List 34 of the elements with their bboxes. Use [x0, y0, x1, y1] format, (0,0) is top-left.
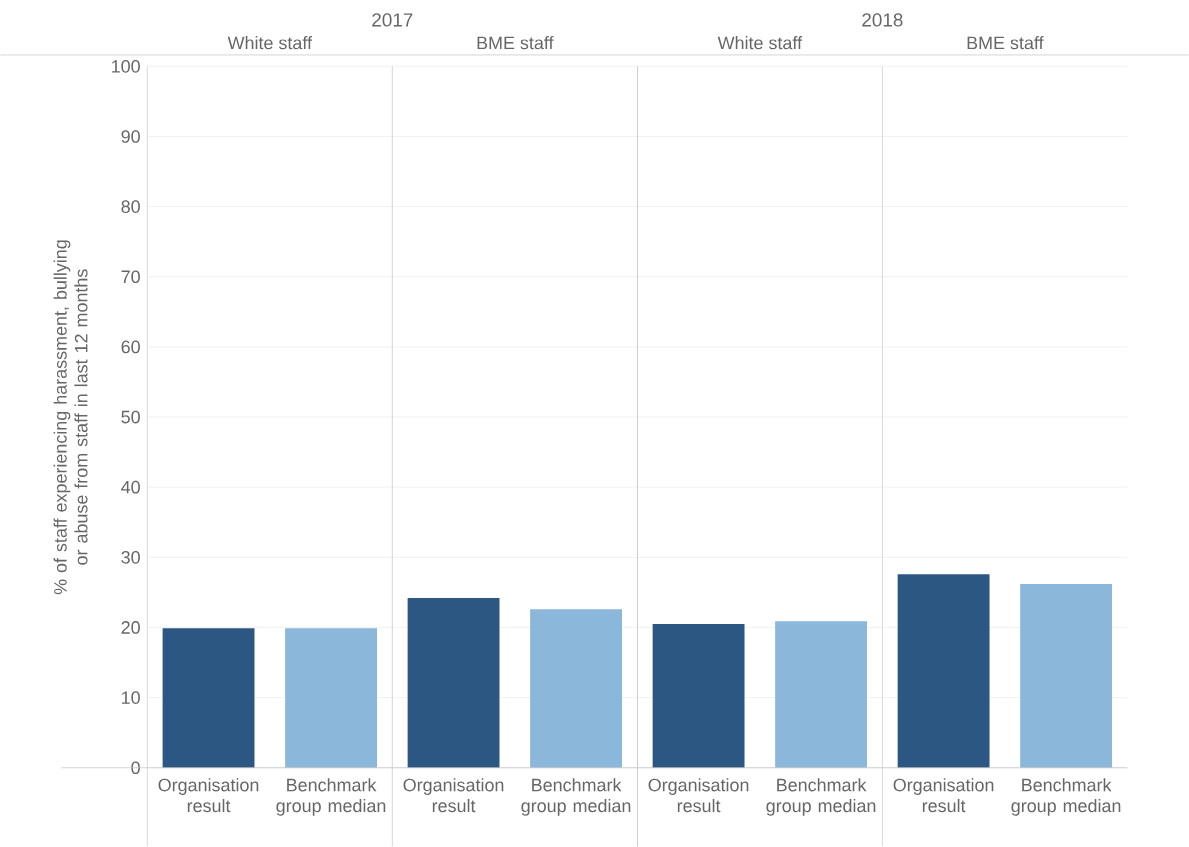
text: White staff [717, 36, 803, 50]
x-tick-label: Benchmark group median [521, 778, 631, 816]
text: 2018 [862, 13, 903, 27]
x-tick-label: Organisation result [893, 778, 994, 813]
x-tick-label: Organisation result [158, 778, 259, 813]
bar [162, 628, 255, 768]
x-tick-label: Benchmark group median [766, 778, 876, 816]
x-tick-label: Organisation result [648, 778, 749, 813]
y-tick-label: 90 [121, 130, 140, 143]
bar [897, 574, 990, 768]
y-tick-label: 10 [122, 691, 140, 705]
bar [530, 609, 623, 768]
y-tick-label: 0 [131, 761, 140, 775]
bar [1020, 584, 1113, 768]
text: 2017 [372, 13, 413, 27]
x-tick-label: Benchmark group median [1011, 778, 1121, 816]
y-tick-label: 60 [121, 340, 140, 354]
bar [775, 621, 868, 768]
x-tick-label: Benchmark group median [276, 778, 386, 816]
y-tick-label: 20 [121, 621, 140, 634]
text: BME staff [477, 36, 554, 50]
y-tick-label: 100 [112, 60, 140, 73]
y-tick-label: 80 [121, 200, 140, 214]
y-axis-title: % of staff experiencing harassment, bullying or abuse from staff in last 12 months [53, 240, 88, 595]
bar [285, 628, 377, 768]
y-tick-label: 50 [121, 410, 140, 424]
text: BME staff [967, 36, 1044, 50]
bar [652, 624, 745, 768]
y-tick-label: 40 [121, 480, 140, 494]
bar [407, 598, 500, 768]
y-tick-label: 30 [121, 551, 140, 564]
y-tick-label: 70 [121, 270, 140, 284]
x-tick-label: Organisation result [403, 778, 504, 813]
text: White staff [227, 36, 313, 50]
